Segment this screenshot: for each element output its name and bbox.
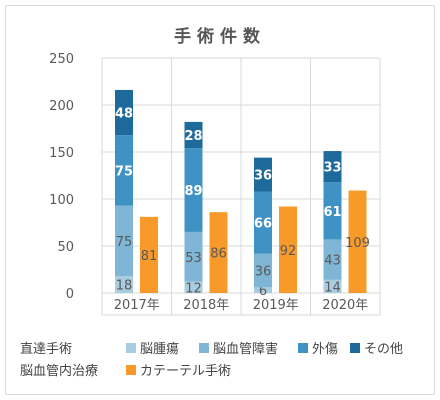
x-tick-label: 2020年 bbox=[322, 298, 368, 313]
bar-segment bbox=[254, 253, 272, 288]
legend-label-other: その他 bbox=[364, 342, 404, 357]
data-label: 33 bbox=[323, 161, 341, 176]
legend-item-catheter: カテーテル手術 bbox=[126, 360, 231, 379]
bar-segment bbox=[254, 287, 272, 293]
data-label: 43 bbox=[324, 254, 341, 269]
legend-group-direct-surgery: 直達手術 bbox=[20, 342, 73, 357]
data-label: 12 bbox=[185, 281, 202, 296]
y-tick-label: 100 bbox=[49, 193, 74, 208]
y-tick-label: 50 bbox=[57, 240, 74, 255]
y-tick-label: 200 bbox=[49, 99, 74, 114]
y-tick-label: 250 bbox=[49, 52, 74, 67]
bar-segment bbox=[184, 121, 203, 149]
x-tick-label: 2018年 bbox=[183, 298, 229, 313]
data-label: 36 bbox=[255, 264, 272, 279]
data-label: 61 bbox=[323, 205, 341, 220]
legend-label-brain-tumor: 脳腫瘍 bbox=[140, 342, 180, 357]
legend-item-trauma: 外傷 bbox=[298, 338, 338, 357]
bar-segment bbox=[115, 276, 133, 293]
data-label: 48 bbox=[115, 107, 133, 122]
bar-segment bbox=[184, 148, 203, 232]
bar-segment bbox=[323, 151, 342, 183]
data-label: 36 bbox=[254, 169, 272, 184]
bar-segment bbox=[184, 281, 203, 293]
bar-segment bbox=[323, 239, 342, 280]
legend-label-catheter: カテーテル手術 bbox=[140, 364, 232, 379]
legend-item-cerebrovascular: 脳血管障害 bbox=[199, 338, 278, 357]
data-label: 89 bbox=[184, 184, 202, 199]
legend-label-cerebrovascular: 脳血管障害 bbox=[213, 342, 279, 357]
bar-catheter bbox=[209, 212, 228, 293]
legend-item-brain-tumor: 脳腫瘍 bbox=[126, 338, 179, 357]
bar-segment bbox=[254, 157, 272, 192]
bar-segment bbox=[115, 135, 133, 206]
bar-segment bbox=[254, 191, 272, 254]
x-tick-label: 2017年 bbox=[114, 298, 160, 313]
legend-label-trauma: 外傷 bbox=[312, 342, 339, 357]
chart-title: 手術件数 bbox=[174, 27, 266, 47]
data-label: 81 bbox=[141, 249, 158, 264]
bar-catheter bbox=[279, 206, 297, 293]
data-label: 86 bbox=[210, 247, 227, 262]
legend-item-other: その他 bbox=[350, 338, 403, 357]
data-label: 14 bbox=[324, 280, 341, 295]
y-tick-label: 0 bbox=[66, 287, 74, 302]
data-label: 28 bbox=[184, 129, 202, 144]
data-label: 6 bbox=[259, 284, 267, 299]
data-label: 92 bbox=[280, 244, 297, 259]
legend-swatch-other bbox=[350, 342, 360, 353]
legend-swatch-catheter bbox=[126, 364, 136, 375]
bar-segment bbox=[323, 279, 342, 293]
data-label: 75 bbox=[115, 164, 133, 179]
bar-segment bbox=[115, 89, 133, 136]
legend-swatch-trauma bbox=[298, 342, 308, 353]
bar-catheter bbox=[348, 190, 367, 293]
y-tick-label: 150 bbox=[49, 146, 74, 161]
data-label: 53 bbox=[185, 251, 202, 266]
legend-swatch-brain-tumor bbox=[126, 342, 136, 353]
bar-segment bbox=[115, 205, 133, 277]
bar-catheter bbox=[140, 216, 158, 293]
legend-swatch-cerebrovascular bbox=[199, 342, 209, 353]
x-tick-label: 2019年 bbox=[253, 298, 299, 313]
legend-group-endovascular: 脳血管内治療 bbox=[20, 364, 99, 379]
bar-segment bbox=[323, 182, 342, 240]
data-label: 109 bbox=[345, 236, 370, 251]
data-label: 66 bbox=[254, 217, 272, 232]
data-label: 75 bbox=[116, 235, 133, 250]
bar-segment bbox=[184, 231, 203, 282]
data-label: 18 bbox=[116, 279, 133, 294]
